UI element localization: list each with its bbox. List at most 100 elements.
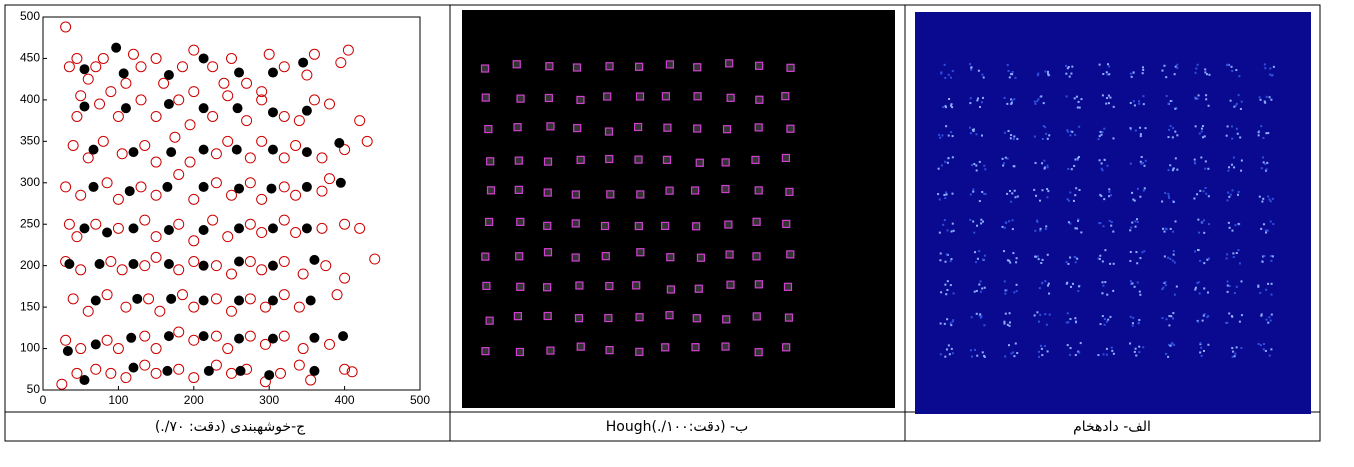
speck <box>1257 286 1259 288</box>
speck <box>969 127 971 129</box>
hough-glow <box>575 282 583 290</box>
speck <box>1104 159 1106 161</box>
speck <box>1167 257 1169 259</box>
speck <box>1034 230 1036 232</box>
speck <box>1104 281 1106 283</box>
speck <box>1170 100 1172 102</box>
speck <box>1132 325 1134 327</box>
speck <box>1013 98 1015 100</box>
speck <box>1145 160 1147 162</box>
speck <box>1109 316 1111 318</box>
hough-glow <box>486 317 494 325</box>
speck <box>1100 131 1102 133</box>
speck <box>1261 201 1263 203</box>
speck <box>1227 281 1229 283</box>
point <box>89 145 98 154</box>
speck <box>1041 162 1043 164</box>
speck <box>940 71 942 73</box>
speck <box>1015 342 1017 344</box>
hough-glow <box>722 343 730 351</box>
hough-glow <box>722 158 730 166</box>
speck <box>1040 95 1042 97</box>
speck <box>978 284 980 286</box>
speck <box>1141 251 1143 253</box>
speck <box>1231 66 1233 68</box>
speck <box>1099 135 1101 137</box>
speck <box>1075 321 1077 323</box>
point <box>129 363 138 372</box>
speck <box>1133 72 1135 74</box>
hough-glow <box>544 248 552 256</box>
point <box>89 182 98 191</box>
speck <box>1168 129 1170 131</box>
speck <box>1137 188 1139 190</box>
speck <box>1074 256 1076 258</box>
speck <box>1016 257 1018 259</box>
point <box>235 224 244 233</box>
speck <box>1134 220 1136 222</box>
speck <box>1066 261 1068 263</box>
speck <box>1262 156 1264 158</box>
y-tick-label: 100 <box>20 341 40 355</box>
speck <box>1236 252 1238 254</box>
point <box>232 145 241 154</box>
speck <box>1269 67 1271 69</box>
speck <box>1269 355 1271 357</box>
hough-glow <box>661 222 669 230</box>
speck <box>981 101 983 103</box>
speck <box>1108 188 1110 190</box>
hough-glow <box>662 92 670 100</box>
speck <box>1010 201 1012 203</box>
speck <box>1198 94 1200 96</box>
hough-glow <box>636 92 644 100</box>
point <box>306 296 315 305</box>
speck <box>1206 259 1208 261</box>
speck <box>1234 353 1236 355</box>
speck <box>1272 223 1274 225</box>
speck <box>1240 170 1242 172</box>
speck <box>1131 76 1133 78</box>
speck <box>1239 262 1241 264</box>
speck <box>944 77 946 79</box>
speck <box>1067 198 1069 200</box>
speck <box>1161 288 1163 290</box>
speck <box>978 70 980 72</box>
hough-glow <box>723 125 731 133</box>
speck <box>1113 137 1115 139</box>
speck <box>1108 191 1110 193</box>
speck <box>1134 286 1136 288</box>
speck <box>1112 231 1114 233</box>
speck <box>1203 287 1205 289</box>
hough-glow <box>753 312 761 320</box>
hough-glow <box>515 252 523 260</box>
hough-glow <box>636 248 644 256</box>
speck <box>1078 101 1080 103</box>
speck <box>1234 292 1236 294</box>
speck <box>1260 228 1262 230</box>
speck <box>1107 165 1109 167</box>
speck <box>950 324 952 326</box>
hough-glow <box>572 191 580 199</box>
hough-glow <box>482 282 490 290</box>
hough-glow <box>487 186 495 194</box>
speck <box>1102 285 1104 287</box>
speck <box>953 292 955 294</box>
speck <box>1006 289 1008 291</box>
speck <box>1009 76 1011 78</box>
speck <box>1270 255 1272 257</box>
speck <box>1259 96 1261 98</box>
speck <box>1239 136 1241 138</box>
y-tick-label: 450 <box>20 51 40 65</box>
speck <box>1199 260 1201 262</box>
speck <box>1010 134 1012 136</box>
speck <box>1272 255 1274 257</box>
speck <box>1239 321 1241 323</box>
speck <box>1259 292 1261 294</box>
speck <box>946 348 948 350</box>
hough-glow <box>481 65 489 73</box>
speck <box>1067 168 1069 170</box>
speck <box>1199 133 1201 135</box>
speck <box>1135 355 1137 357</box>
speck <box>983 193 985 195</box>
speck <box>1069 257 1071 259</box>
